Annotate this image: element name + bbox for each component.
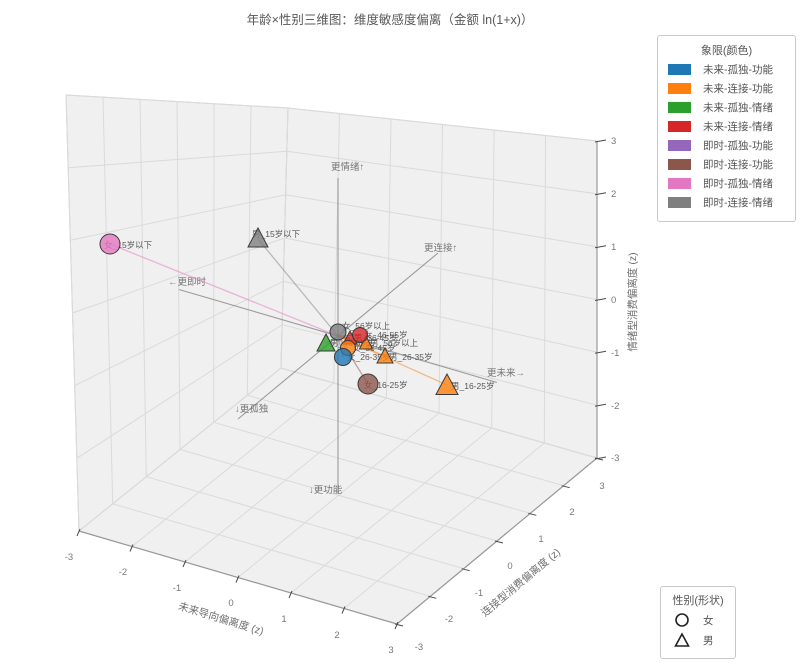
- x-tick-label: 1: [281, 614, 286, 625]
- legend-item: 未来-孤独-情绪: [666, 100, 787, 115]
- legend-item-label: 女: [703, 614, 714, 627]
- legend-item: 女: [667, 612, 729, 628]
- z-axis-title: 情绪型消费偏离度 (z): [626, 252, 639, 351]
- point-label: 女_16-25岁: [364, 380, 407, 390]
- y-axis-ticks: [394, 457, 604, 627]
- legend-gender: 性别(形状) 女 男: [660, 586, 736, 659]
- x-tick-label: -2: [119, 567, 127, 578]
- marker-female-56-plus: [329, 323, 347, 341]
- legend-item-label: 未来-孤独-功能: [703, 64, 773, 76]
- y-tick-label: -3: [415, 642, 423, 653]
- annotation-more-emotion: 更情绪↑: [331, 161, 364, 173]
- marker-male-26-35: [376, 346, 394, 364]
- z-tick-label: -1: [611, 348, 619, 359]
- color-swatch-orange: [668, 83, 691, 94]
- point-label: 男_26-35岁: [389, 352, 432, 362]
- legend-item: 未来-孤独-功能: [666, 62, 787, 77]
- point-label: 女_15岁以下: [104, 240, 153, 250]
- legend-item: 即时-连接-功能: [666, 157, 787, 172]
- annotation-more-function: ↓更功能: [309, 484, 343, 496]
- legend-item-label: 男: [703, 634, 714, 647]
- legend-gender-title: 性别(形状): [672, 595, 724, 607]
- color-swatch-purple: [668, 140, 691, 151]
- annotation-more-immediate: ←更即时: [168, 276, 207, 288]
- z-tick-label: 1: [611, 242, 616, 253]
- legend-item-label: 即时-连接-情绪: [703, 197, 773, 209]
- scatter-markers: [99, 226, 459, 395]
- legend-item-label: 未来-连接-功能: [703, 83, 773, 95]
- color-swatch-pink: [668, 178, 691, 189]
- legend-item: 即时-孤独-功能: [666, 138, 787, 153]
- y-tick-label: 2: [569, 507, 574, 518]
- marker-male-46-55: [316, 332, 336, 352]
- legend-item-label: 即时-连接-功能: [703, 159, 773, 171]
- z-tick-label: -2: [611, 401, 619, 412]
- chart-title: 年龄×性别三维图：维度敏感度偏离（金额 ln(1+x)）: [246, 13, 534, 27]
- x-tick-label: 2: [334, 630, 339, 641]
- color-swatch-green: [668, 102, 691, 113]
- legend-item-label: 即时-孤独-情绪: [703, 178, 773, 190]
- marker-female-46-55: [352, 327, 368, 343]
- legend-quadrant: 象限(颜色) 未来-孤独-功能 未来-连接-功能 未来-孤独-情绪 未来-连接-…: [657, 35, 796, 222]
- z-tick-label: 0: [611, 295, 616, 306]
- y-axis-title: 连接型消费偏离度 (z): [479, 545, 563, 619]
- annotation-more-lonely: ↓更孤独: [235, 403, 269, 415]
- legend-item-label: 未来-连接-情绪: [703, 121, 773, 133]
- x-tick-label: -1: [173, 583, 181, 594]
- point-label: 女_26-35岁: [347, 352, 390, 362]
- point-label: 男_56岁以上: [370, 338, 419, 348]
- z-tick-label: 2: [611, 189, 616, 200]
- point-label: 男_16-25岁: [451, 381, 494, 391]
- legend-item: 男: [667, 632, 729, 648]
- legend-item: 未来-连接-功能: [666, 81, 787, 96]
- color-swatch-red: [668, 121, 691, 132]
- annotation-more-future: 更未来→: [487, 367, 525, 379]
- y-tick-label: 1: [538, 534, 543, 545]
- legend-item: 未来-连接-情绪: [666, 119, 787, 134]
- x-tick-labels: -3 -2 -1 0 1 2 3: [65, 552, 394, 656]
- x-axis-ticks: [76, 528, 399, 630]
- gridlines-right-wall: [280, 107, 598, 459]
- legend-quadrant-title: 象限(颜色): [700, 45, 753, 57]
- circle-icon: [675, 613, 689, 627]
- y-tick-label: 3: [599, 481, 604, 492]
- point-label: 男_15岁以下: [252, 229, 301, 239]
- color-swatch-brown: [668, 159, 691, 170]
- z-tick-label: 3: [611, 136, 616, 147]
- marker-female-15-under: [99, 233, 121, 255]
- x-tick-label: -3: [65, 552, 73, 563]
- marker-female-16-25: [357, 373, 379, 395]
- point-label: 女_46-55岁: [364, 330, 407, 340]
- point-label: 男_36-45岁: [354, 333, 397, 343]
- y-tick-label: 0: [507, 561, 512, 572]
- x-axis-title: 未来导向偏离度 (z): [177, 599, 266, 637]
- color-swatch-gray: [668, 197, 691, 208]
- annotation-more-connect: 更连接↑: [424, 242, 457, 254]
- color-swatch-blue: [668, 64, 691, 75]
- legend-item-label: 即时-孤独-功能: [703, 140, 773, 152]
- z-tick-label: -3: [611, 453, 619, 464]
- marker-female-26-35: [334, 348, 352, 366]
- legend-item: 即时-孤独-情绪: [666, 176, 787, 191]
- x-tick-label: 3: [388, 645, 393, 656]
- point-label: 女_36-45岁: [352, 343, 395, 353]
- triangle-icon: [674, 632, 690, 647]
- y-tick-label: -2: [445, 614, 453, 625]
- marker-male-16-25: [435, 372, 459, 395]
- gridlines-left-wall: [65, 94, 289, 532]
- z-axis-ticks: [594, 139, 607, 460]
- legend-item-label: 未来-孤独-情绪: [703, 102, 773, 114]
- x-tick-label: 0: [228, 598, 233, 609]
- point-label: 女_56岁以上: [342, 321, 391, 331]
- y-tick-labels: -3 -2 -1 0 1 2 3: [415, 481, 605, 653]
- legend-item: 即时-连接-情绪: [666, 195, 787, 210]
- z-tick-labels: -3 -2 -1 0 1 2 3: [611, 136, 619, 464]
- y-tick-label: -1: [475, 588, 483, 599]
- marker-male-15-under: [247, 226, 269, 248]
